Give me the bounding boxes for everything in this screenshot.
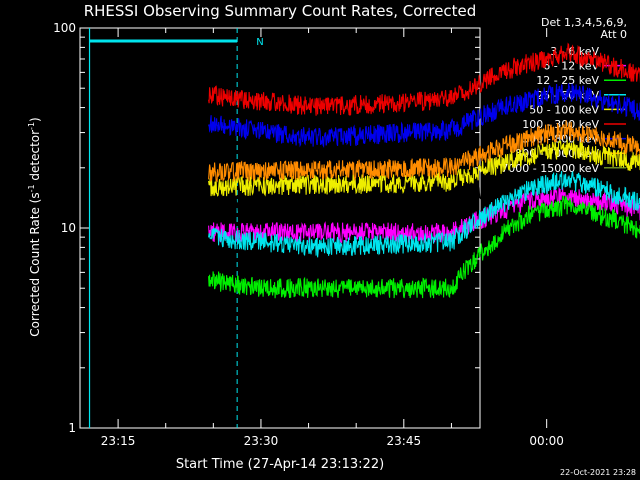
series-trace	[208, 195, 640, 299]
y-tick-label: 100	[53, 21, 76, 35]
series-trace	[208, 120, 640, 183]
series-trace	[208, 83, 640, 149]
series-trace	[208, 187, 640, 244]
series-trace	[208, 172, 640, 213]
x-tick-label: 00:00	[529, 434, 564, 448]
chart-title: RHESSI Observing Summary Count Rates, Co…	[84, 2, 477, 20]
legend-label: 7000 - 15000 keV	[501, 162, 599, 175]
legend-header-line-2: Att 0	[601, 28, 627, 41]
footer-timestamp: 22-Oct-2021 23:28	[560, 468, 636, 477]
night-marker-label: N	[256, 37, 263, 48]
x-axis-label: Start Time (27-Apr-14 23:13:22)	[176, 457, 384, 472]
plot-area: 11010023:1523:3023:4500:0000:1500:3000:4…	[53, 21, 640, 448]
x-tick-label: 23:45	[387, 434, 422, 448]
x-tick-label: 23:15	[101, 434, 136, 448]
y-tick-label: 1	[68, 421, 76, 435]
legend-label: 50 - 100 keV	[529, 103, 599, 116]
x-tick-label: 23:30	[244, 434, 279, 448]
series-trace	[208, 171, 640, 258]
series-trace	[208, 42, 640, 117]
legend-label: 100 - 300 keV	[522, 118, 599, 131]
legend-label: 12 - 25 keV	[536, 74, 599, 87]
y-tick-label: 10	[61, 221, 76, 235]
y-axis-label: Corrected Count Rate (s-1 detector-1)	[27, 117, 42, 336]
legend-header-line-1: Det 1,3,4,5,6,9,	[541, 16, 627, 29]
data-traces	[208, 42, 640, 299]
